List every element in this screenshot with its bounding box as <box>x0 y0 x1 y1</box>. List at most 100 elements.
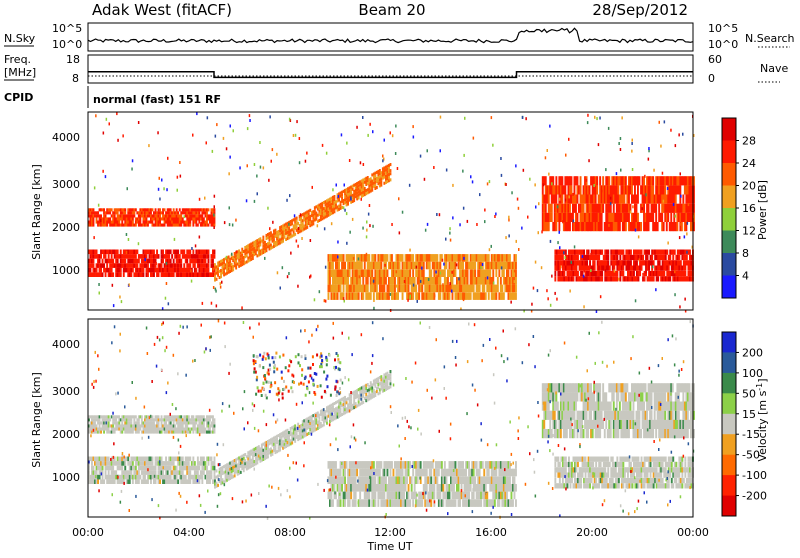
power-speckle <box>267 207 269 210</box>
power-speckle <box>563 251 565 254</box>
power-speckle <box>288 272 290 275</box>
power-speckle <box>215 135 217 138</box>
power-cell <box>402 254 404 262</box>
power-cell <box>602 204 604 213</box>
power-cell <box>515 292 517 300</box>
power-speckle <box>202 302 204 305</box>
power-speckle <box>523 169 525 172</box>
power-speckle <box>684 298 686 301</box>
power-speckle <box>372 130 374 133</box>
power-cell <box>580 185 582 194</box>
power-heatmap <box>88 112 695 313</box>
velocity-cell <box>155 479 157 484</box>
frequency-line <box>88 72 693 78</box>
power-cell <box>679 185 681 194</box>
power-speckle <box>216 304 218 307</box>
power-cell <box>111 254 113 259</box>
power-speckle <box>663 200 665 203</box>
velocity-cell <box>108 428 110 431</box>
power-speckle <box>343 206 345 209</box>
power-speckle <box>312 186 314 189</box>
power-cell <box>380 262 382 270</box>
power-speckle <box>642 207 644 210</box>
velocity-cell <box>158 415 160 418</box>
power-speckle <box>159 177 161 180</box>
velocity-cell <box>201 479 203 484</box>
power-speckle <box>229 206 231 209</box>
power-speckle <box>369 123 371 126</box>
power-cell <box>601 213 603 222</box>
power-speckle <box>452 216 454 219</box>
power-speckle <box>233 129 235 132</box>
power-cell <box>143 272 145 277</box>
power-speckle <box>420 155 422 158</box>
power-cell <box>296 217 298 220</box>
power-cell <box>666 250 668 255</box>
power-cell <box>376 186 378 189</box>
velocity-cell <box>174 424 176 427</box>
power-cell <box>117 259 119 264</box>
power-speckle <box>373 307 375 310</box>
velocity-cell <box>374 394 376 397</box>
power-speckle <box>687 222 689 225</box>
power-speckle <box>518 207 520 210</box>
power-speckle <box>366 253 368 256</box>
power-cell <box>586 260 588 265</box>
velocity-cell <box>159 479 161 484</box>
power-speckle <box>583 305 585 308</box>
velocity-cell <box>194 461 196 466</box>
power-speckle <box>598 143 600 146</box>
power-cell <box>380 184 382 187</box>
power-cell <box>684 266 686 271</box>
power-cell <box>96 217 98 220</box>
power-cell <box>197 224 199 227</box>
velocity-cell <box>138 418 140 421</box>
power-cell <box>652 176 654 185</box>
power-speckle <box>117 139 119 142</box>
power-speckle <box>362 116 364 119</box>
power-speckle <box>309 276 311 279</box>
power-cell <box>564 185 566 194</box>
velocity-cell <box>147 479 149 484</box>
power-cell <box>139 217 141 220</box>
power-speckle <box>296 120 298 123</box>
power-cell <box>616 255 618 260</box>
power-speckle <box>501 266 503 269</box>
freq-panel-frame <box>88 55 693 83</box>
power-cell <box>208 263 210 268</box>
power-speckle <box>667 187 669 190</box>
power-cell <box>575 204 577 213</box>
power-speckle <box>319 290 321 293</box>
power-speckle <box>535 261 537 264</box>
velocity-cell <box>203 415 205 418</box>
power-speckle <box>272 148 274 151</box>
power-speckle <box>155 262 157 265</box>
power-speckle <box>662 172 664 175</box>
power-cell <box>608 176 610 185</box>
power-speckle <box>473 137 475 140</box>
power-speckle <box>174 238 176 241</box>
power-cell <box>114 214 116 217</box>
freq-label-line2: [MHz] <box>4 66 36 79</box>
power-speckle <box>583 275 585 278</box>
power-speckle <box>450 239 452 242</box>
power-speckle <box>463 257 465 260</box>
power-speckle <box>427 149 429 152</box>
power-speckle <box>428 278 430 281</box>
power-speckle <box>632 205 634 208</box>
power-cell <box>447 277 449 285</box>
power-cell <box>483 285 485 293</box>
velocity-cell <box>340 408 342 411</box>
power-cell <box>109 211 111 214</box>
power-cell <box>370 292 372 300</box>
velocity-cell <box>121 466 123 471</box>
velocity-cell <box>144 475 146 480</box>
power-cell <box>338 262 340 270</box>
power-speckle <box>109 122 111 125</box>
power-speckle <box>163 187 165 190</box>
power-cell <box>672 255 674 260</box>
power-speckle <box>458 277 460 280</box>
power-cell <box>235 266 237 269</box>
power-cell <box>347 203 349 206</box>
